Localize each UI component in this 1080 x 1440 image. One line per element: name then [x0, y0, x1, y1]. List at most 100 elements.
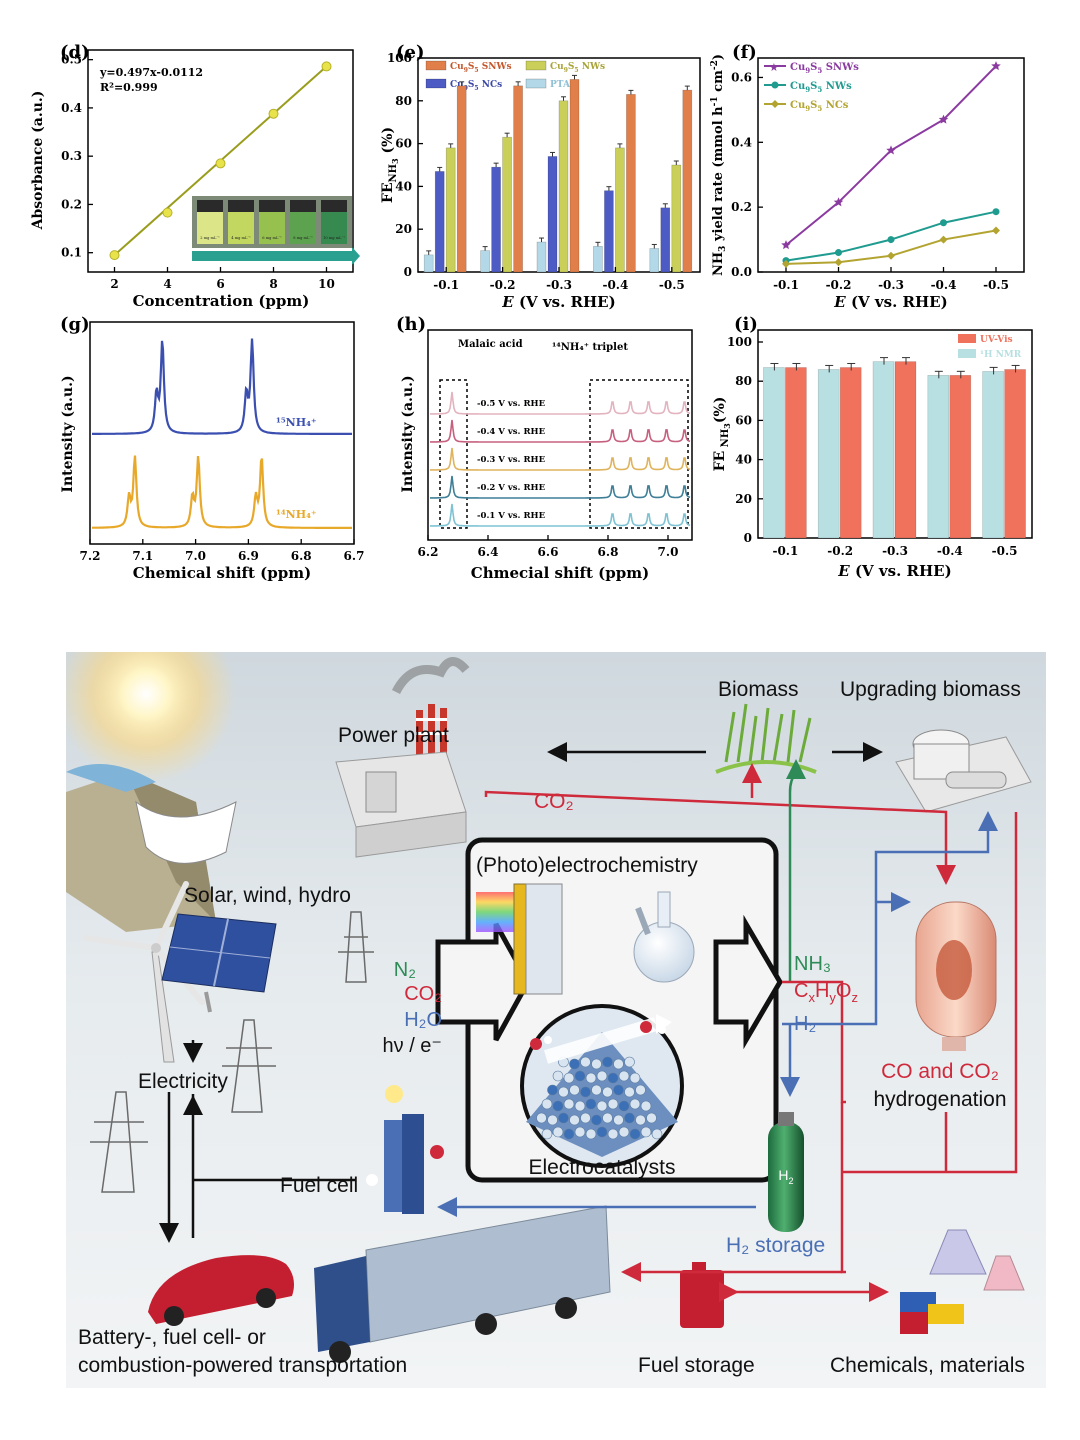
spectrum-line — [430, 419, 691, 443]
x-tick-label: 6.9 — [238, 549, 259, 563]
atom — [640, 1126, 652, 1138]
legend-label: Cu9S5 SNWs — [790, 62, 859, 75]
input-light-electrons: hν / e⁻ — [383, 1035, 442, 1057]
vial-body — [228, 212, 254, 244]
atom — [591, 1114, 602, 1126]
atom — [547, 1114, 558, 1126]
bar — [569, 79, 580, 273]
atom — [602, 1086, 613, 1098]
legend-marker — [771, 81, 779, 89]
x-tick-label: -0.3 — [546, 278, 572, 292]
output-cxhyoz: CxHyOz — [794, 980, 858, 1005]
bar — [763, 367, 785, 539]
legend-text: SNWs — [479, 62, 512, 72]
x-tick-label: 6.7 — [344, 549, 365, 563]
vial-label: 4 mg mL⁻¹ — [231, 236, 251, 240]
data-point — [782, 259, 790, 268]
bar — [604, 190, 614, 273]
atom — [646, 1112, 657, 1124]
atom — [563, 1072, 575, 1084]
y-tick-label: 40 — [735, 453, 752, 467]
annotation-malaic-acid: Malaic acid — [458, 339, 523, 350]
subscript: 5 — [474, 85, 478, 92]
atom — [574, 1070, 586, 1082]
bar — [626, 94, 636, 273]
y-tick-label: 100 — [387, 51, 412, 65]
y-tick-label: 60 — [735, 413, 752, 427]
dam-icon — [66, 764, 237, 932]
input-h2o: H₂O — [404, 1009, 442, 1031]
y-tick-label: 20 — [735, 492, 752, 506]
atom — [569, 1114, 580, 1126]
legend-i: UV-Vis ¹H NMR — [958, 334, 1022, 360]
spectrum-label: -0.3 V vs. RHE — [477, 455, 546, 465]
atom — [629, 1072, 641, 1084]
input-n2: N₂ — [394, 959, 416, 981]
flow-co2 — [484, 790, 956, 885]
legend-marker — [771, 100, 779, 108]
legend-label: Cu9S5 NCs — [790, 100, 849, 113]
label-fuel-storage: Fuel storage — [638, 1354, 755, 1377]
h2-tank-icon: H2 — [768, 1112, 804, 1232]
atom — [574, 1126, 586, 1138]
bar — [949, 375, 972, 539]
data-point — [939, 235, 948, 244]
panel-f: (f) ★ Cu9S5 SNWs Cu9S5 NWs Cu9S5 NCs 0.0 0.2… — [710, 42, 1025, 311]
spectrum-line — [430, 475, 691, 499]
bar — [491, 166, 501, 273]
subscript: 5 — [817, 85, 822, 94]
legend-text: S — [468, 62, 475, 72]
atom — [607, 1128, 619, 1140]
spectrum-label: -0.2 V vs. RHE — [477, 483, 546, 493]
data-point — [833, 197, 844, 207]
atom — [591, 1084, 602, 1096]
chart-figure: (d) y=0.497x-0.0112 R²=0.999 0.1 0.2 0.3 0.… — [30, 42, 1033, 582]
atom — [541, 1128, 553, 1140]
label-fuel-cell: Fuel cell — [280, 1174, 358, 1197]
box-triplet — [589, 379, 689, 529]
bar — [894, 361, 917, 539]
atom — [585, 1128, 597, 1140]
bar — [536, 241, 547, 273]
label-14nh4: ¹⁴NH₄⁺ — [276, 508, 317, 521]
atom — [624, 1112, 635, 1124]
atom — [618, 1126, 630, 1138]
reactor-icon — [915, 901, 997, 1051]
data-point — [940, 219, 947, 227]
y-tick-label: 100 — [727, 335, 752, 349]
vial-cap — [290, 200, 316, 212]
label-electrocatalysts: Electrocatalysts — [528, 1156, 675, 1179]
panel-g: (g) 7.2 7.1 7.0 6.9 6.8 6.7 ¹⁵NH₄⁺ ¹⁴NH₄⁺ Int… — [60, 314, 364, 582]
subscript: 9 — [805, 66, 810, 75]
atom — [629, 1098, 641, 1110]
atom — [596, 1126, 608, 1138]
energy-scheme: H2 — [66, 652, 1046, 1388]
spectrum-label: -0.4 V vs. RHE — [477, 427, 546, 437]
flow-cxhyoz — [782, 980, 846, 1104]
vial-label: 2 mg mL⁻¹ — [200, 236, 220, 240]
subscript: 5 — [817, 66, 822, 75]
panel-label-g: (g) — [60, 314, 90, 335]
bar — [785, 367, 807, 539]
legend-swatch — [958, 349, 976, 358]
atom — [618, 1070, 630, 1082]
bar — [558, 100, 569, 273]
atom — [585, 1072, 597, 1084]
spectrum-14nh4 — [91, 455, 352, 529]
panel-h: (h) Malaic acid ¹⁴NH₄⁺ triplet -0.5 V vs… — [396, 314, 693, 582]
x-tick-label: 7.2 — [80, 549, 101, 563]
y-tick-label: 0 — [404, 265, 412, 279]
atom — [618, 1100, 630, 1112]
bar — [1004, 369, 1026, 539]
atom — [613, 1084, 624, 1096]
data-point — [321, 61, 332, 72]
atom — [607, 1098, 619, 1110]
atom — [536, 1112, 547, 1124]
y-axis-label-h: Intensity (a.u.) — [400, 375, 416, 492]
panel-i: (i) UV-Vis ¹H NMR 0 20 40 60 80 100 -0.1 -0.2 -0.… — [712, 314, 1033, 580]
atom — [640, 1100, 652, 1112]
x-tick-label: 7.1 — [132, 549, 153, 563]
label-h2-storage: H₂ storage — [726, 1234, 825, 1257]
x-tick-label: -0.5 — [659, 278, 685, 292]
legend-marker: ★ — [769, 61, 779, 74]
